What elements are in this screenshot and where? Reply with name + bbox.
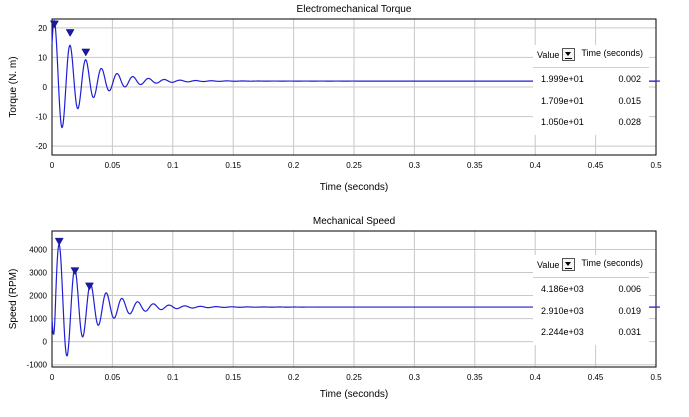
measurement-row[interactable]: 1.999e+01 0.002	[533, 72, 649, 92]
measurement-row[interactable]: 1.050e+01 0.028	[533, 115, 649, 135]
y-tick-label: -20	[35, 142, 47, 151]
sort-dropdown-icon[interactable]	[562, 48, 576, 61]
x-tick-label: 0.25	[346, 161, 362, 170]
peak-marker[interactable]	[54, 237, 64, 246]
measurement-header: Value Time (seconds)	[533, 45, 649, 69]
x-tick-label: 0	[50, 161, 55, 170]
peak-time: 0.028	[618, 117, 641, 127]
time-column-header: Time (seconds)	[581, 258, 643, 268]
x-tick-label: 0.4	[530, 373, 542, 382]
x-tick-label: 0.1	[167, 161, 179, 170]
y-axis-label: Torque (N. m)	[8, 56, 19, 117]
measurement-row[interactable]: 2.910e+03 0.019	[533, 304, 649, 324]
y-tick-label: 1000	[29, 315, 47, 324]
y-tick-label: 20	[38, 24, 47, 33]
x-tick-label: 0.45	[588, 161, 604, 170]
torque-measurement-table: Value Time (seconds) 1.999e+01 0.002 1.7…	[533, 45, 649, 135]
peak-time: 0.031	[618, 327, 641, 337]
peak-marker[interactable]	[85, 282, 94, 291]
x-tick-label: 0	[50, 373, 55, 382]
peak-marker[interactable]	[81, 48, 91, 57]
y-tick-label: 4000	[29, 245, 47, 254]
x-tick-label: 0.35	[467, 373, 483, 382]
header-divider	[533, 277, 649, 278]
x-tick-label: 0.05	[105, 161, 121, 170]
x-tick-label: 0.2	[288, 373, 300, 382]
sort-dropdown-icon[interactable]	[562, 258, 576, 271]
measurement-row[interactable]: 1.709e+01 0.015	[533, 94, 649, 114]
peak-time: 0.019	[618, 306, 641, 316]
x-axis-label: Time (seconds)	[320, 389, 389, 400]
peak-value: 4.186e+03	[541, 284, 584, 294]
x-tick-label: 0.4	[530, 161, 542, 170]
header-divider	[533, 67, 649, 68]
measurement-row[interactable]: 4.186e+03 0.006	[533, 282, 649, 302]
peak-value: 1.999e+01	[541, 74, 584, 84]
speed-measurement-table: Value Time (seconds) 4.186e+03 0.006 2.9…	[533, 255, 649, 345]
y-tick-label: 0	[43, 338, 48, 347]
chart-title: Electromechanical Torque	[297, 4, 412, 15]
chart-title: Mechanical Speed	[313, 216, 395, 227]
x-tick-label: 0.15	[225, 161, 241, 170]
y-tick-label: -1000	[27, 361, 48, 370]
peak-value: 1.709e+01	[541, 96, 584, 106]
y-tick-label: 3000	[29, 268, 47, 277]
x-tick-label: 0.3	[409, 161, 421, 170]
x-tick-label: 0.35	[467, 161, 483, 170]
axes-frame	[51, 18, 657, 156]
x-tick-label: 0.5	[650, 161, 662, 170]
peak-marker[interactable]	[70, 267, 80, 276]
y-tick-label: 0	[43, 83, 48, 92]
value-column-header[interactable]: Value	[537, 258, 576, 271]
peak-marker[interactable]	[49, 20, 59, 29]
x-tick-label: 0.5	[650, 373, 662, 382]
value-header-label: Value	[537, 49, 560, 60]
peak-value: 1.050e+01	[541, 117, 584, 127]
peak-time: 0.006	[618, 284, 641, 294]
time-column-header: Time (seconds)	[581, 48, 643, 58]
x-tick-label: 0.2	[288, 161, 300, 170]
peak-value: 2.244e+03	[541, 327, 584, 337]
axes-frame	[51, 230, 657, 368]
peak-time: 0.015	[618, 96, 641, 106]
y-tick-label: 10	[38, 53, 47, 62]
x-tick-label: 0.3	[409, 373, 421, 382]
measurement-row[interactable]: 2.244e+03 0.031	[533, 325, 649, 345]
x-tick-label: 0.05	[105, 373, 121, 382]
x-tick-label: 0.25	[346, 373, 362, 382]
x-tick-label: 0.15	[225, 373, 241, 382]
peak-marker[interactable]	[65, 29, 75, 37]
peak-value: 2.910e+03	[541, 306, 584, 316]
x-axis-label: Time (seconds)	[320, 182, 389, 193]
y-tick-label: -10	[35, 113, 47, 122]
x-tick-label: 0.45	[588, 373, 604, 382]
measurement-header: Value Time (seconds)	[533, 255, 649, 279]
y-tick-label: 2000	[29, 292, 47, 301]
y-axis-label: Speed (RPM)	[8, 269, 19, 330]
value-column-header[interactable]: Value	[537, 48, 576, 61]
peak-time: 0.002	[618, 74, 641, 84]
value-header-label: Value	[537, 259, 560, 270]
x-tick-label: 0.1	[167, 373, 179, 382]
